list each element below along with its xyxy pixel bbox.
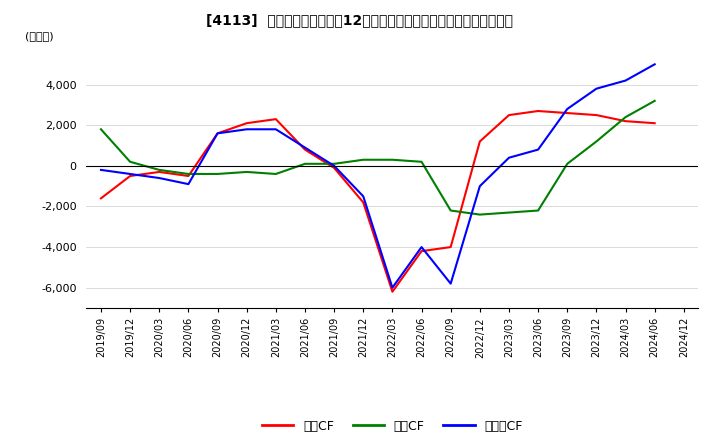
投資CF (621, 114, 630, 120)
営業CF (534, 108, 542, 114)
投資CF (271, 171, 280, 176)
投資CF (563, 161, 572, 166)
Line: 営業CF: 営業CF (101, 111, 654, 292)
投資CF (475, 212, 484, 217)
投資CF (650, 98, 659, 103)
フリーCF (184, 181, 193, 187)
投資CF (301, 161, 310, 166)
フリーCF (534, 147, 542, 152)
フリーCF (475, 183, 484, 189)
Text: [4113]  キャッシュフローの12か月移動合計の対前年同期増減額の推移: [4113] キャッシュフローの12か月移動合計の対前年同期増減額の推移 (207, 13, 513, 27)
営業CF (271, 117, 280, 122)
営業CF (650, 121, 659, 126)
営業CF (126, 173, 135, 179)
営業CF (475, 139, 484, 144)
営業CF (96, 196, 105, 201)
営業CF (301, 147, 310, 152)
投資CF (534, 208, 542, 213)
投資CF (243, 169, 251, 175)
フリーCF (155, 176, 163, 181)
営業CF (592, 113, 600, 118)
営業CF (184, 173, 193, 179)
フリーCF (505, 155, 513, 160)
フリーCF (621, 78, 630, 83)
Line: 投資CF: 投資CF (101, 101, 654, 215)
Text: (百万円): (百万円) (25, 31, 54, 41)
フリーCF (126, 171, 135, 176)
営業CF (388, 289, 397, 294)
投資CF (184, 171, 193, 176)
投資CF (417, 159, 426, 165)
営業CF (563, 110, 572, 116)
投資CF (96, 127, 105, 132)
フリーCF (359, 194, 368, 199)
フリーCF (650, 62, 659, 67)
営業CF (621, 118, 630, 124)
フリーCF (96, 167, 105, 172)
フリーCF (213, 131, 222, 136)
営業CF (330, 165, 338, 171)
Legend: 営業CF, 投資CF, フリーCF: 営業CF, 投資CF, フリーCF (257, 414, 528, 437)
投資CF (359, 157, 368, 162)
フリーCF (417, 245, 426, 250)
営業CF (359, 200, 368, 205)
フリーCF (446, 281, 455, 286)
投資CF (330, 161, 338, 166)
営業CF (417, 249, 426, 254)
フリーCF (301, 145, 310, 150)
Line: フリーCF: フリーCF (101, 64, 654, 288)
投資CF (592, 139, 600, 144)
フリーCF (563, 106, 572, 112)
投資CF (155, 167, 163, 172)
営業CF (505, 113, 513, 118)
営業CF (155, 169, 163, 175)
フリーCF (243, 127, 251, 132)
投資CF (388, 157, 397, 162)
投資CF (505, 210, 513, 215)
投資CF (213, 171, 222, 176)
フリーCF (388, 285, 397, 290)
フリーCF (592, 86, 600, 92)
投資CF (446, 208, 455, 213)
営業CF (213, 131, 222, 136)
フリーCF (271, 127, 280, 132)
投資CF (126, 159, 135, 165)
フリーCF (330, 163, 338, 169)
営業CF (446, 245, 455, 250)
営業CF (243, 121, 251, 126)
